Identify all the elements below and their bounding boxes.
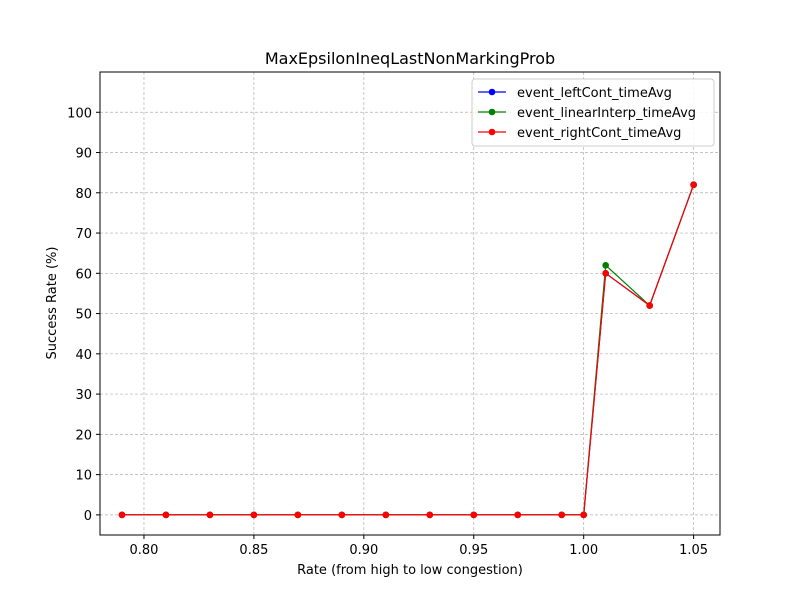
legend-item: event_linearInterp_timeAvg <box>478 106 696 121</box>
y-axis-label: Success Rate (%) <box>45 247 60 360</box>
data-point <box>294 511 302 519</box>
y-tick-label: 60 <box>75 267 92 282</box>
data-point <box>558 511 566 519</box>
y-tick-label: 90 <box>75 147 92 162</box>
data-point <box>602 270 609 277</box>
x-tick-label: 0.85 <box>239 543 268 558</box>
plot-area <box>99 71 721 536</box>
data-point <box>514 511 522 519</box>
legend-item: event_rightCont_timeAvg <box>478 126 681 141</box>
data-point <box>382 511 390 519</box>
legend-box <box>471 78 715 147</box>
y-axis: 0 10 20 30 40 50 60 70 80 90 100 <box>67 106 100 524</box>
data-point <box>338 511 346 519</box>
y-tick-label: 40 <box>75 348 92 363</box>
series-line <box>121 184 695 516</box>
legend: event_leftCont_timeAvg event_linearInterp… <box>471 78 715 147</box>
y-tick-label: 80 <box>75 187 92 202</box>
y-tick-label: 0 <box>84 509 92 524</box>
x-axis-label: Rate (from high to low congestion) <box>297 563 523 578</box>
y-tick-label: 10 <box>75 469 92 484</box>
series-line <box>121 184 695 516</box>
x-tick-label: 1.00 <box>569 543 598 558</box>
data-point <box>162 511 170 519</box>
data-point <box>206 511 214 519</box>
x-tick-label: 0.90 <box>349 543 378 558</box>
y-tick-label: 70 <box>75 227 92 242</box>
legend-label: event_leftCont_timeAvg <box>517 86 672 101</box>
data-point <box>602 261 609 269</box>
legend-item: event_leftCont_timeAvg <box>478 86 672 101</box>
legend-swatch-marker <box>488 88 496 96</box>
data-point <box>646 302 653 309</box>
x-tick-label: 1.05 <box>679 543 708 558</box>
legend-swatch-marker <box>488 128 496 136</box>
series-2 <box>118 181 697 519</box>
series-line <box>121 184 695 516</box>
y-tick-label: 50 <box>75 308 92 323</box>
series-1 <box>118 181 697 519</box>
y-tick-label: 100 <box>67 106 92 121</box>
x-tick-label: 0.80 <box>129 543 158 558</box>
data-point <box>426 511 434 519</box>
legend-label: event_rightCont_timeAvg <box>517 126 681 141</box>
series-3 <box>118 181 697 519</box>
x-axis: 0.80 0.85 0.90 0.95 1.00 1.05 <box>129 535 708 558</box>
data-point <box>470 511 478 519</box>
data-point <box>690 181 697 189</box>
legend-label: event_linearInterp_timeAvg <box>517 106 696 121</box>
series-layer <box>118 181 697 519</box>
chart-title: MaxEpsilonIneqLastNonMarkingProb <box>265 49 555 68</box>
y-tick-label: 30 <box>75 388 92 403</box>
y-tick-label: 20 <box>75 428 92 443</box>
legend-swatch-marker <box>488 108 496 116</box>
data-point <box>580 511 587 519</box>
data-point <box>118 511 126 519</box>
data-point <box>250 511 258 519</box>
x-tick-label: 0.95 <box>459 543 488 558</box>
